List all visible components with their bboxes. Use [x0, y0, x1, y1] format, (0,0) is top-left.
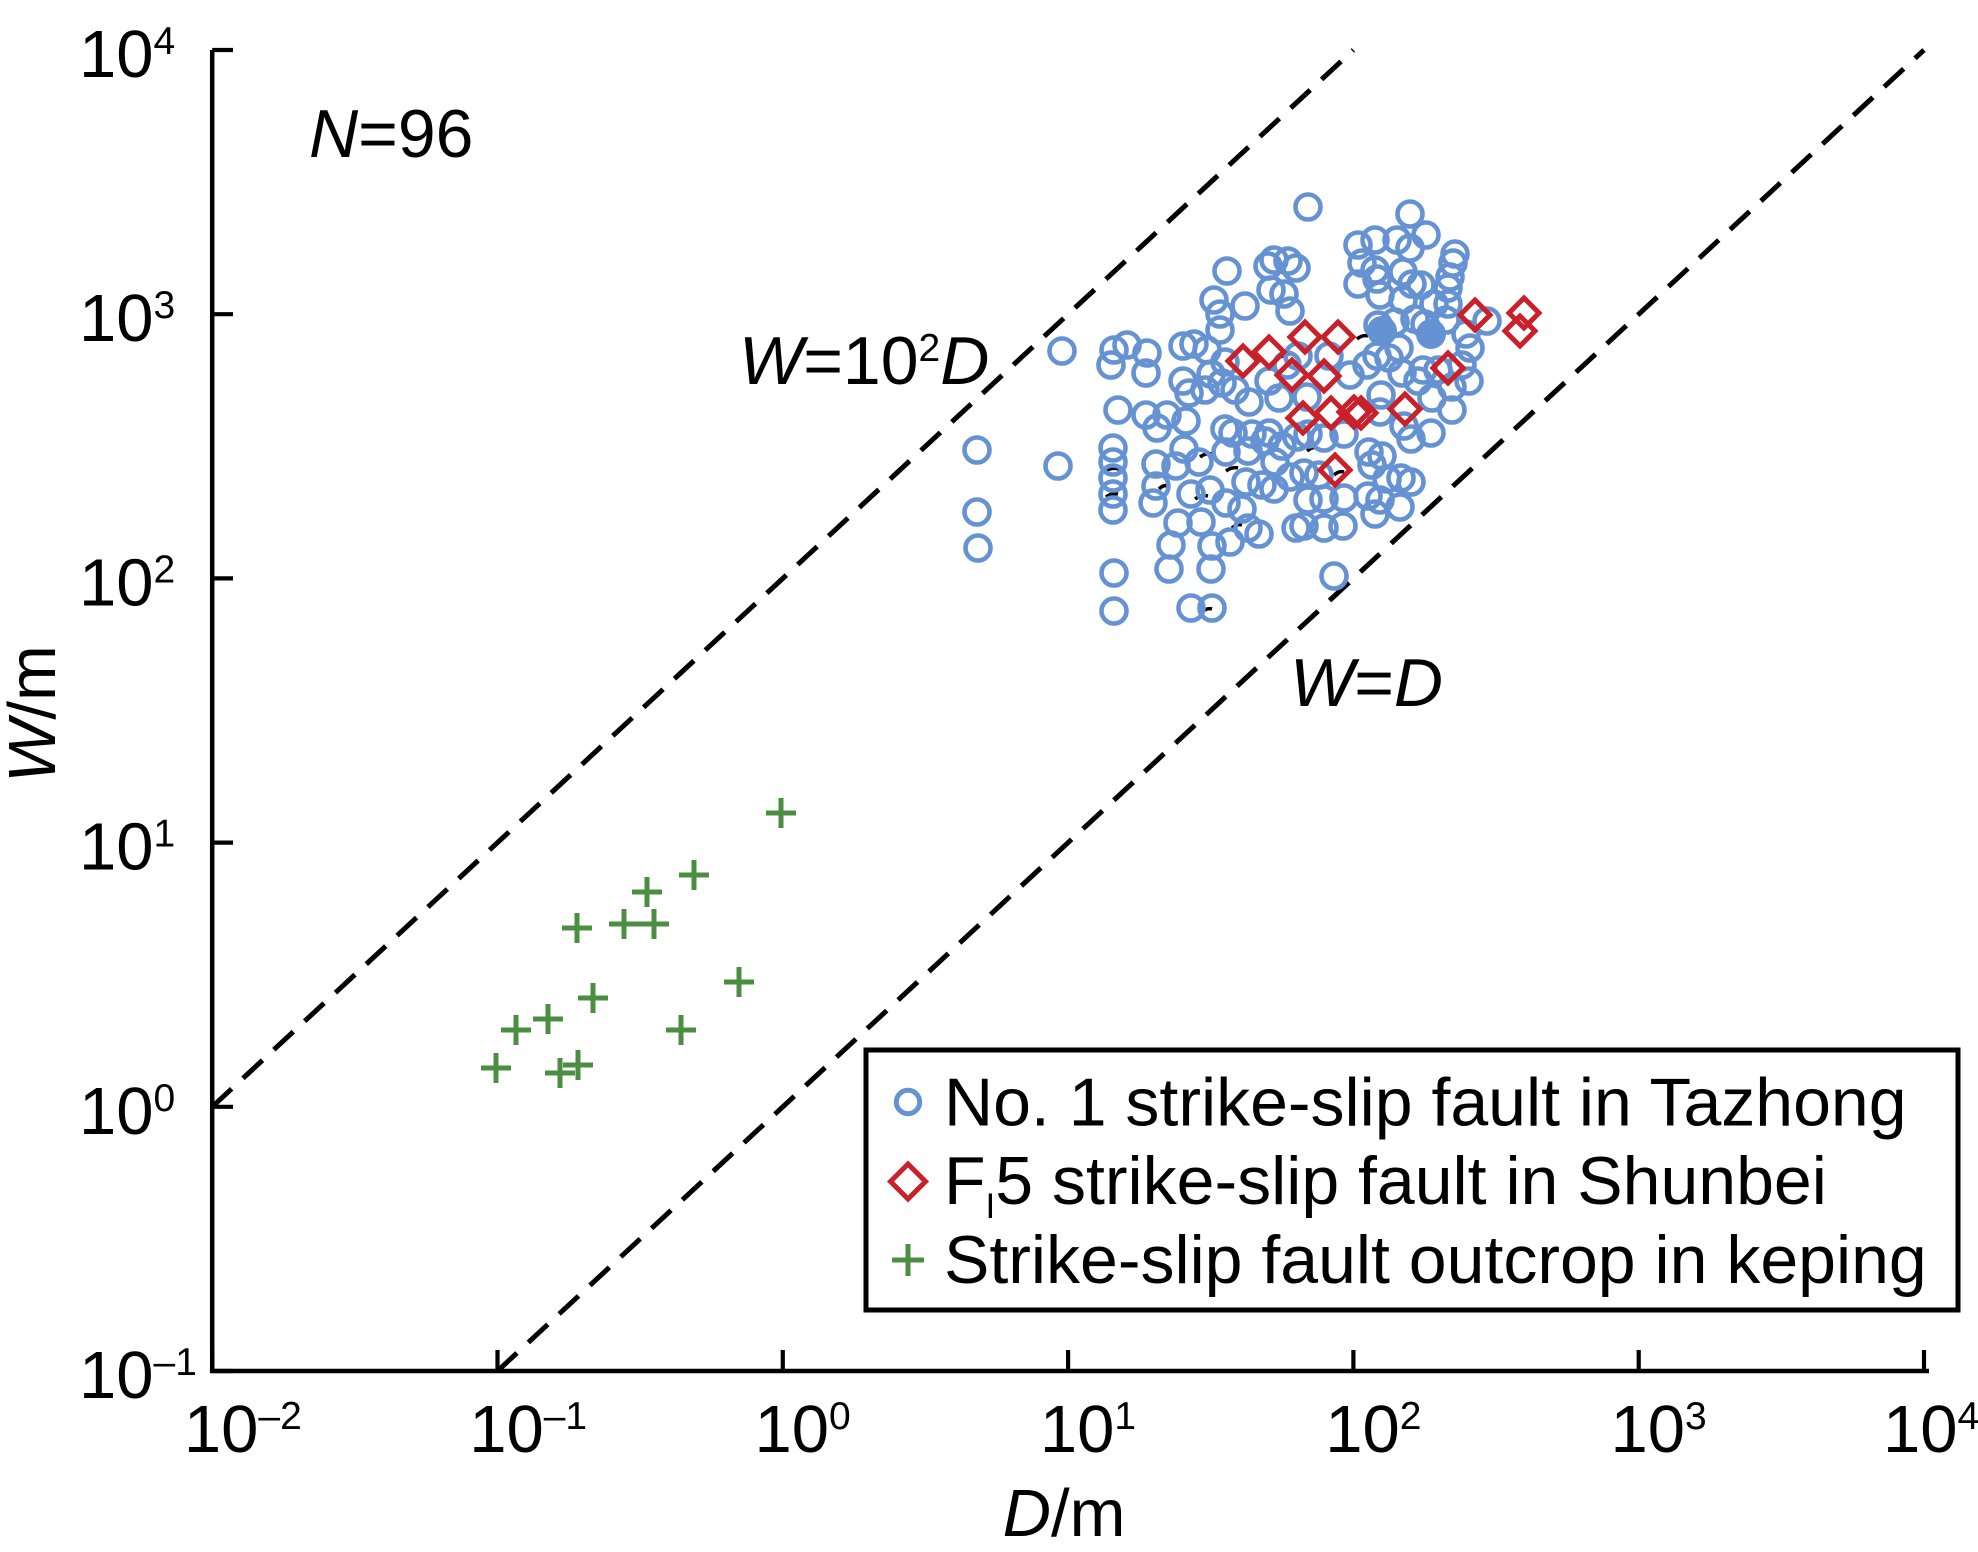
- svg-text:N=96: N=96: [309, 96, 473, 172]
- svg-text:101: 101: [79, 810, 175, 885]
- svg-text:W=D: W=D: [1290, 645, 1443, 721]
- svg-text:No. 1 strike-slip fault in Taz: No. 1 strike-slip fault in Tazhong: [944, 1065, 1907, 1141]
- svg-text:FI5 strike-slip fault in Shunb: FI5 strike-slip fault in Shunbei: [944, 1143, 1827, 1226]
- svg-text:Strike-slip fault outcrop in k: Strike-slip fault outcrop in keping: [944, 1222, 1927, 1298]
- svg-text:D/m: D/m: [1003, 1476, 1126, 1551]
- svg-text:102: 102: [79, 545, 175, 620]
- svg-text:W=102D: W=102D: [739, 323, 989, 399]
- svg-text:10–1: 10–1: [469, 1392, 587, 1467]
- svg-text:100: 100: [755, 1392, 851, 1467]
- svg-text:W/m: W/m: [0, 645, 70, 783]
